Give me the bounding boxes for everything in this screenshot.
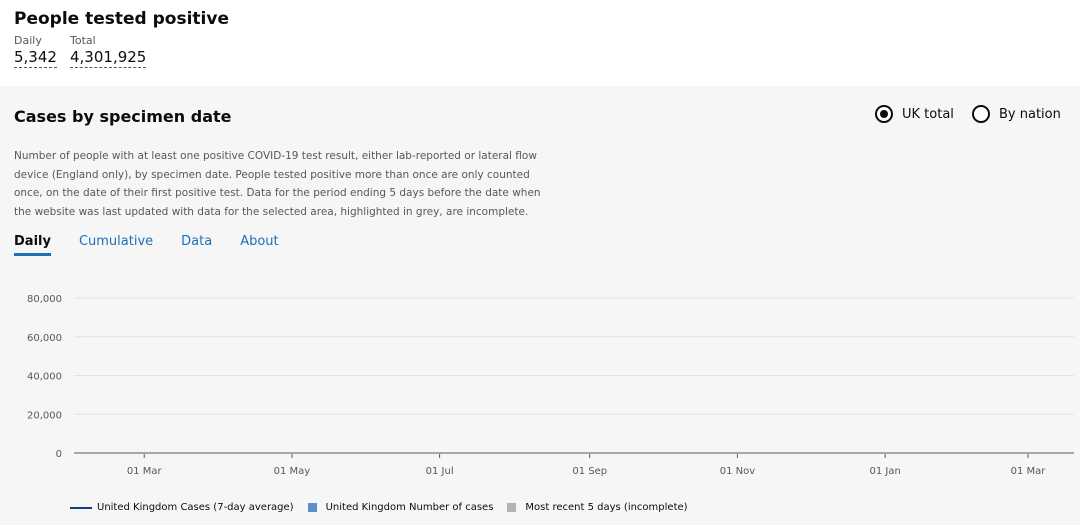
total-value[interactable]: 4,301,925	[70, 48, 147, 68]
page-title: People tested positive	[14, 9, 229, 29]
x-tick-label: 01 Sep	[572, 466, 607, 477]
chart-legend: United Kingdom Cases (7-day average) Uni…	[70, 502, 702, 513]
by-nation-label: By nation	[999, 106, 1061, 122]
uk-total-radio[interactable]: UK total	[875, 105, 954, 123]
chart-description: Number of people with at least one posit…	[14, 150, 541, 218]
x-tick-label: 01 Jan	[869, 466, 900, 477]
y-tick-label: 40,000	[27, 372, 62, 383]
radio-selected-icon	[875, 105, 893, 123]
uk-total-label: UK total	[902, 106, 954, 122]
total-metric: Total 4,301,925	[70, 34, 147, 68]
chart-tabs: Daily Cumulative Data About	[14, 234, 307, 256]
legend-line-item: United Kingdom Cases (7-day average)	[70, 502, 294, 513]
total-label: Total	[70, 34, 96, 47]
y-tick-label: 0	[56, 449, 62, 460]
daily-label: Daily	[14, 34, 42, 47]
legend-incomplete-label: Most recent 5 days (incomplete)	[525, 502, 688, 513]
chart-card: Cases by specimen date UK total By natio…	[0, 86, 1080, 525]
radio-unselected-icon	[972, 105, 990, 123]
tab-data[interactable]: Data	[181, 234, 213, 249]
cases-chart: 0 20,000 40,000 60,000 80,000 01 Mar 01 May 01 …	[27, 294, 1074, 477]
y-tick-label: 60,000	[27, 333, 62, 344]
tab-about[interactable]: About	[240, 234, 279, 249]
legend-line-swatch	[70, 506, 92, 509]
legend-incomplete-item: Most recent 5 days (incomplete)	[507, 502, 688, 513]
card-title: Cases by specimen date	[14, 107, 232, 126]
x-tick-label: 01 Jul	[426, 466, 454, 477]
legend-incomplete-swatch	[507, 503, 517, 512]
legend-bar-item: United Kingdom Number of cases	[307, 502, 494, 513]
legend-bar-swatch	[307, 503, 317, 512]
summary-header: People tested positive Daily 5,342 Total…	[0, 0, 1080, 86]
x-tick-label: 01 May	[274, 466, 311, 477]
tab-daily[interactable]: Daily	[14, 234, 51, 256]
x-tick-label: 01 Mar	[1011, 466, 1047, 477]
x-tick-label: 01 Mar	[127, 466, 163, 477]
x-tick-label: 01 Nov	[720, 466, 756, 477]
daily-metric: Daily 5,342	[14, 34, 57, 68]
y-tick-label: 80,000	[27, 294, 62, 305]
legend-bar-label: United Kingdom Number of cases	[325, 502, 494, 513]
tab-cumulative[interactable]: Cumulative	[78, 234, 154, 249]
legend-line-label: United Kingdom Cases (7-day average)	[97, 502, 294, 513]
by-nation-radio[interactable]: By nation	[972, 105, 1061, 123]
y-tick-label: 20,000	[27, 410, 62, 421]
daily-value[interactable]: 5,342	[14, 48, 57, 68]
